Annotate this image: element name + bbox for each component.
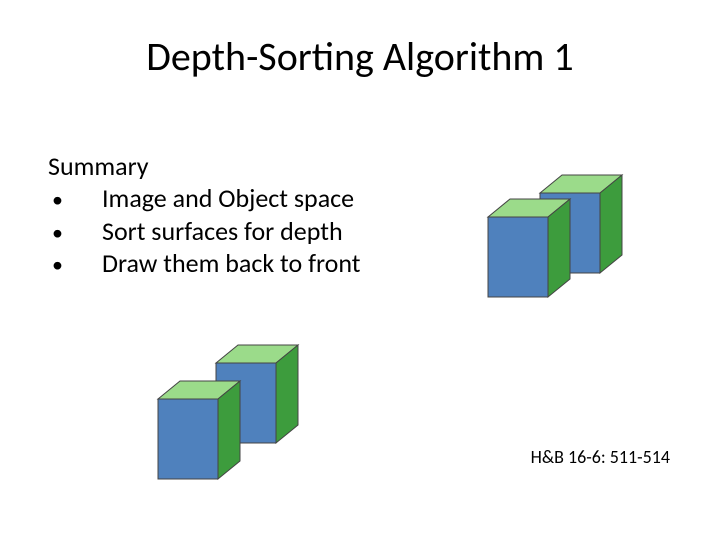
- bullet-dot-icon: •: [48, 219, 102, 247]
- slide: Depth-Sorting Algorithm 1 Summary • Imag…: [0, 0, 720, 540]
- cube-group-bottom: [130, 335, 330, 485]
- slide-body: Summary • Image and Object space • Sort …: [48, 150, 468, 280]
- bullet-text: Draw them back to front: [102, 247, 468, 280]
- cube-svg: [130, 335, 330, 485]
- footer-citation: H&B 16-6: 511-514: [531, 446, 670, 468]
- bullet-dot-icon: •: [48, 186, 102, 214]
- summary-heading: Summary: [48, 150, 468, 182]
- cube-group-top-right: [460, 165, 650, 305]
- bullet-item: • Draw them back to front: [48, 247, 468, 280]
- cube-svg: [460, 165, 650, 305]
- bullet-item: • Image and Object space: [48, 182, 468, 215]
- slide-title: Depth-Sorting Algorithm 1: [0, 32, 720, 81]
- bullet-item: • Sort surfaces for depth: [48, 215, 468, 248]
- bullet-text: Sort surfaces for depth: [102, 215, 468, 248]
- bullet-dot-icon: •: [48, 251, 102, 279]
- bullet-text: Image and Object space: [102, 182, 468, 215]
